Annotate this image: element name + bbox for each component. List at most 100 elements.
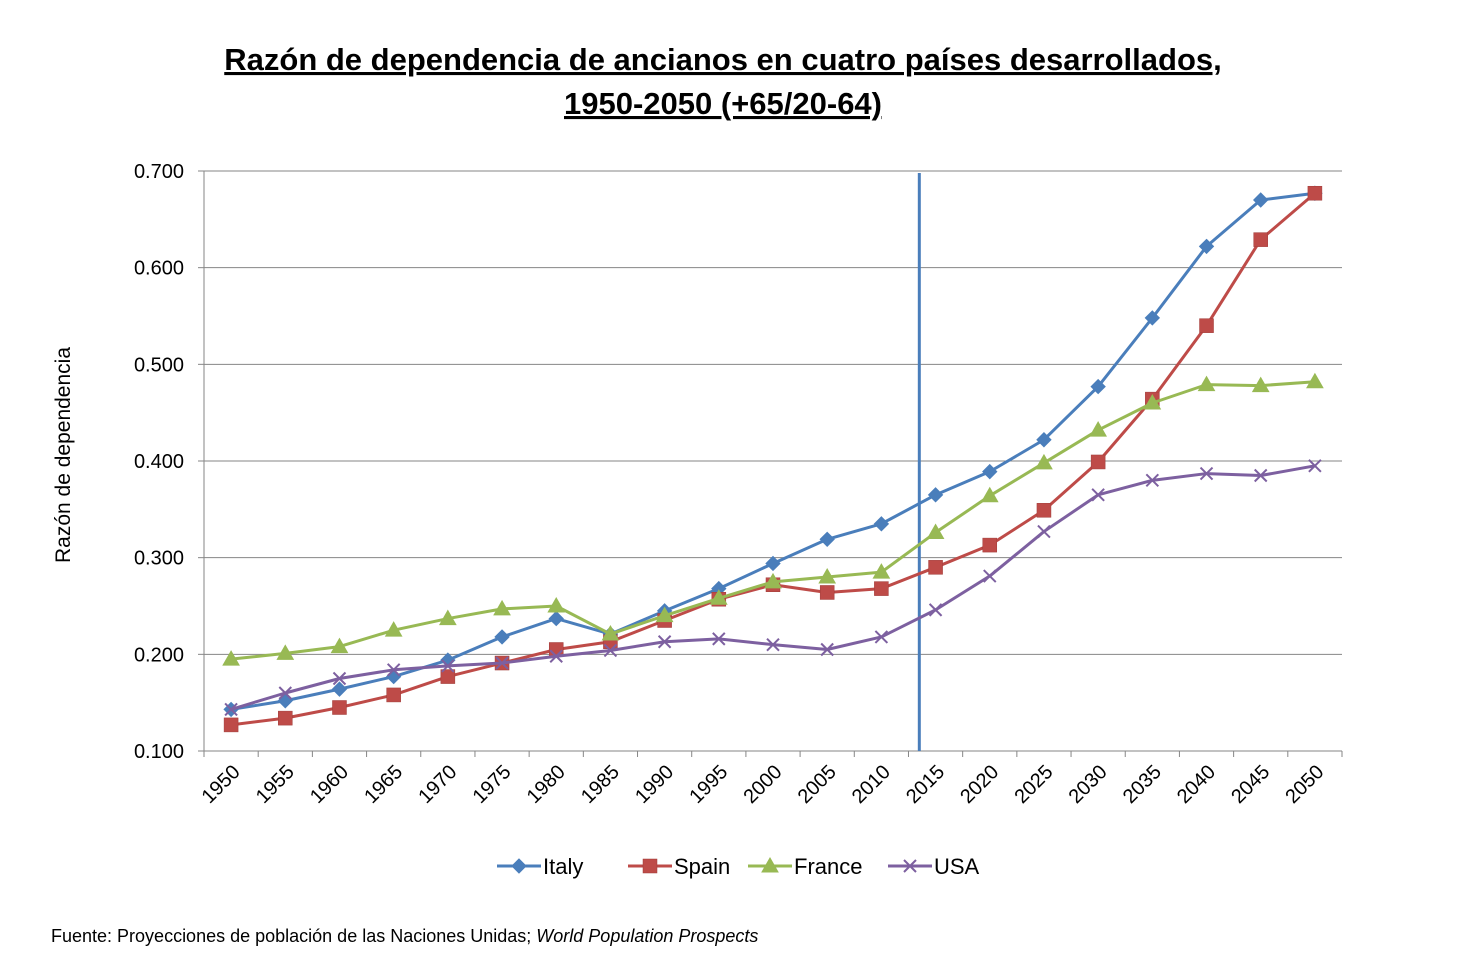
data-point-italy <box>548 610 564 627</box>
x-tick-label: 1955 <box>252 761 299 808</box>
data-point-usa <box>332 671 347 686</box>
series-italy <box>223 185 1323 718</box>
data-point-italy <box>927 487 944 503</box>
data-point-france <box>709 589 728 605</box>
chart-title: Razón de dependencia de ancianos en cuat… <box>224 42 1221 121</box>
data-point-usa <box>549 649 563 663</box>
x-tick-label: 2015 <box>902 761 949 808</box>
data-point-spain <box>928 560 943 575</box>
x-tick-label: 2050 <box>1281 761 1328 808</box>
data-point-spain <box>278 710 293 726</box>
series-france <box>222 372 1324 666</box>
marker-stroke <box>332 671 347 686</box>
data-point-usa <box>386 663 401 677</box>
x-tick-label: 1995 <box>685 761 732 808</box>
data-point-spain <box>440 669 456 684</box>
data-point-france <box>655 606 674 623</box>
data-point-usa <box>657 635 672 649</box>
marker-stroke <box>820 642 834 657</box>
legend-marker-spain <box>642 858 658 874</box>
legend-marker-france <box>761 856 779 873</box>
legend-label-usa: USA <box>934 854 980 879</box>
data-point-france <box>926 523 945 540</box>
data-point-france <box>764 572 782 589</box>
data-point-france <box>547 596 566 613</box>
x-tick-label: 1990 <box>631 761 678 808</box>
data-point-italy <box>1198 238 1215 255</box>
marker-stroke <box>1037 524 1051 539</box>
x-tick-label: 1950 <box>198 761 245 808</box>
y-axis-label: Razón de dependencia <box>52 347 75 563</box>
series-layer <box>222 185 1324 733</box>
data-point-usa <box>766 637 780 652</box>
marker-stroke <box>712 632 726 646</box>
data-point-italy <box>494 629 510 645</box>
x-tick-label: 2040 <box>1173 761 1220 808</box>
y-tick-label: 0.700 <box>134 161 184 183</box>
x-tick-label: 1965 <box>360 761 407 808</box>
data-point-usa <box>495 656 509 670</box>
data-point-italy <box>819 531 835 548</box>
data-point-italy <box>982 463 998 480</box>
data-point-spain <box>819 585 835 600</box>
data-point-france <box>276 644 295 660</box>
data-point-italy <box>1144 310 1161 326</box>
x-tick-label: 2010 <box>848 761 895 808</box>
x-tick-label: 1985 <box>577 761 624 808</box>
marker-stroke <box>386 663 401 677</box>
data-point-usa <box>1199 466 1214 481</box>
x-tick-label: 2045 <box>1227 761 1274 808</box>
data-point-france <box>438 609 457 626</box>
legend-label-spain: Spain <box>674 854 730 879</box>
legend: Italy Spain France USA <box>497 854 980 879</box>
marker-stroke <box>874 630 889 644</box>
data-point-spain <box>874 581 889 596</box>
x-tick-label: 2005 <box>794 761 841 808</box>
gridlines <box>204 170 1342 655</box>
marker-stroke <box>766 637 780 652</box>
data-point-usa <box>983 569 997 583</box>
data-point-france <box>222 650 240 666</box>
data-point-spain <box>223 717 239 733</box>
marker-stroke <box>657 635 672 649</box>
data-point-italy <box>765 555 781 572</box>
data-point-france <box>1306 372 1324 389</box>
marker-stroke <box>983 569 997 583</box>
chart-title-line-1: Razón de dependencia de ancianos en cuat… <box>224 42 1221 77</box>
legend-label-italy: Italy <box>543 854 583 879</box>
legend-label-france: France <box>794 854 862 879</box>
data-point-usa <box>1254 468 1268 483</box>
y-tick-label: 0.300 <box>134 548 184 570</box>
marker-stroke <box>441 659 455 673</box>
y-tick-label: 0.100 <box>134 741 184 763</box>
data-point-usa <box>712 632 726 646</box>
data-point-italy <box>1036 432 1052 448</box>
x-tick-label: 1960 <box>306 761 353 808</box>
data-point-spain <box>386 687 401 703</box>
data-point-france <box>1143 393 1162 410</box>
y-tick-label: 0.500 <box>134 354 184 376</box>
series-line-france <box>230 380 1316 661</box>
marker-stroke <box>1145 473 1160 488</box>
data-point-spain <box>1253 232 1268 247</box>
data-point-usa <box>278 686 292 700</box>
data-point-spain <box>1036 503 1052 518</box>
marker-stroke <box>224 702 238 717</box>
marker-stroke <box>549 649 563 663</box>
data-point-usa <box>224 702 238 717</box>
legend-marker-italy <box>511 858 527 874</box>
data-point-france <box>1197 375 1216 392</box>
x-tick-label: 1975 <box>469 761 516 808</box>
x-tick-label: 2035 <box>1119 761 1166 808</box>
marker-stroke <box>928 603 943 617</box>
x-tick-label: 2030 <box>1065 761 1112 808</box>
marker-stroke <box>495 656 509 670</box>
series-usa <box>224 459 1322 717</box>
marker-stroke <box>1308 459 1322 473</box>
legend-item-italy: Italy <box>497 854 583 879</box>
marker-stroke <box>278 686 292 700</box>
data-point-italy <box>1253 192 1269 208</box>
y-tick-label: 0.400 <box>134 451 184 473</box>
data-point-france <box>818 567 837 584</box>
data-point-usa <box>928 603 943 617</box>
